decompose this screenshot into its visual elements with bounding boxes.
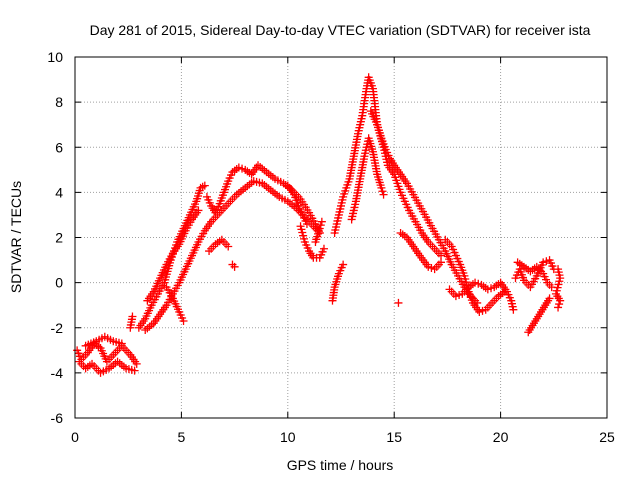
series-trace — [347, 134, 388, 224]
series-trace — [162, 283, 188, 325]
series-trace — [441, 235, 509, 316]
series-trace — [228, 260, 239, 271]
axis-ticks: 0 5 10 15 20 25 -6 -4 -2 0 2 4 6 8 10 — [47, 49, 615, 445]
data-point-marker — [556, 296, 565, 305]
plot-frame — [74, 56, 608, 419]
data-point-marker — [194, 206, 203, 215]
series-trace — [394, 298, 403, 307]
series-trace — [296, 222, 328, 262]
y-tick-label: 0 — [55, 275, 63, 291]
data-point-marker — [378, 187, 387, 196]
x-tick-label: 0 — [71, 429, 79, 445]
data-point-marker — [315, 224, 324, 233]
x-tick-label: 5 — [178, 429, 186, 445]
series-trace — [445, 278, 518, 314]
y-tick-label: -4 — [51, 365, 64, 381]
series-trace — [511, 256, 558, 292]
series-trace — [202, 161, 324, 237]
x-tick-label: 20 — [493, 429, 509, 445]
data-point-marker — [128, 312, 137, 321]
chart-title: Day 281 of 2015, Sidereal Day-to-day VTE… — [90, 22, 591, 38]
data-point-marker — [179, 316, 188, 325]
data-point-marker — [554, 303, 563, 312]
data-point-marker — [224, 242, 233, 251]
series-trace — [328, 260, 348, 305]
data-point-marker — [377, 183, 386, 192]
y-tick-label: 8 — [55, 94, 63, 110]
x-tick-label: 15 — [386, 429, 402, 445]
y-tick-label: -6 — [51, 410, 64, 426]
series-trace — [81, 332, 126, 350]
y-tick-label: 10 — [47, 49, 63, 65]
grid-lines — [75, 57, 607, 418]
data-point-marker — [132, 359, 141, 368]
data-point-marker — [545, 294, 554, 303]
series-trace — [551, 265, 565, 312]
data-point-marker — [200, 181, 209, 190]
data-point-marker — [317, 217, 326, 226]
y-tick-label: -2 — [51, 320, 64, 336]
series-trace — [330, 73, 482, 307]
data-point-marker — [339, 260, 348, 269]
y-tick-label: 6 — [55, 139, 63, 155]
x-tick-label: 10 — [280, 429, 296, 445]
series-trace — [126, 312, 137, 332]
y-tick-label: 4 — [55, 184, 63, 200]
data-point-marker — [117, 339, 126, 348]
data-point-marker — [302, 219, 311, 228]
series-trace — [524, 294, 554, 337]
series-trace — [366, 107, 446, 260]
x-tick-label: 25 — [599, 429, 615, 445]
series-trace — [73, 339, 141, 368]
series-trace — [143, 206, 203, 305]
data-point-marker — [509, 305, 518, 314]
series-trace — [311, 217, 326, 247]
data-point-marker — [437, 258, 446, 267]
series-trace — [75, 357, 139, 377]
data-point-marker — [437, 251, 446, 260]
series-trace — [205, 235, 233, 256]
data-point-marker — [316, 221, 325, 230]
x-axis-label: GPS time / hours — [287, 457, 394, 473]
y-tick-label: 2 — [55, 230, 63, 246]
series-trace — [513, 258, 556, 292]
y-axis-label: SDTVAR / TECUs — [8, 181, 24, 293]
data-point-marker — [379, 190, 388, 199]
data-point-marker — [319, 244, 328, 253]
data-point-marker — [394, 298, 403, 307]
plot-area — [73, 73, 565, 377]
data-point-marker — [555, 300, 564, 309]
data-point-marker — [230, 262, 239, 271]
series-trace — [283, 181, 311, 228]
series-trace — [396, 228, 446, 274]
data-point-marker — [130, 366, 139, 375]
